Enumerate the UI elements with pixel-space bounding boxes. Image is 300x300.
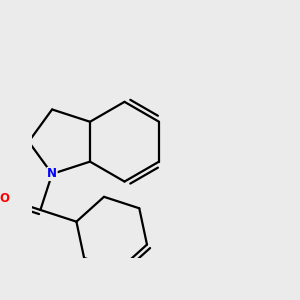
Text: N: N	[47, 167, 57, 180]
Text: O: O	[0, 192, 9, 205]
